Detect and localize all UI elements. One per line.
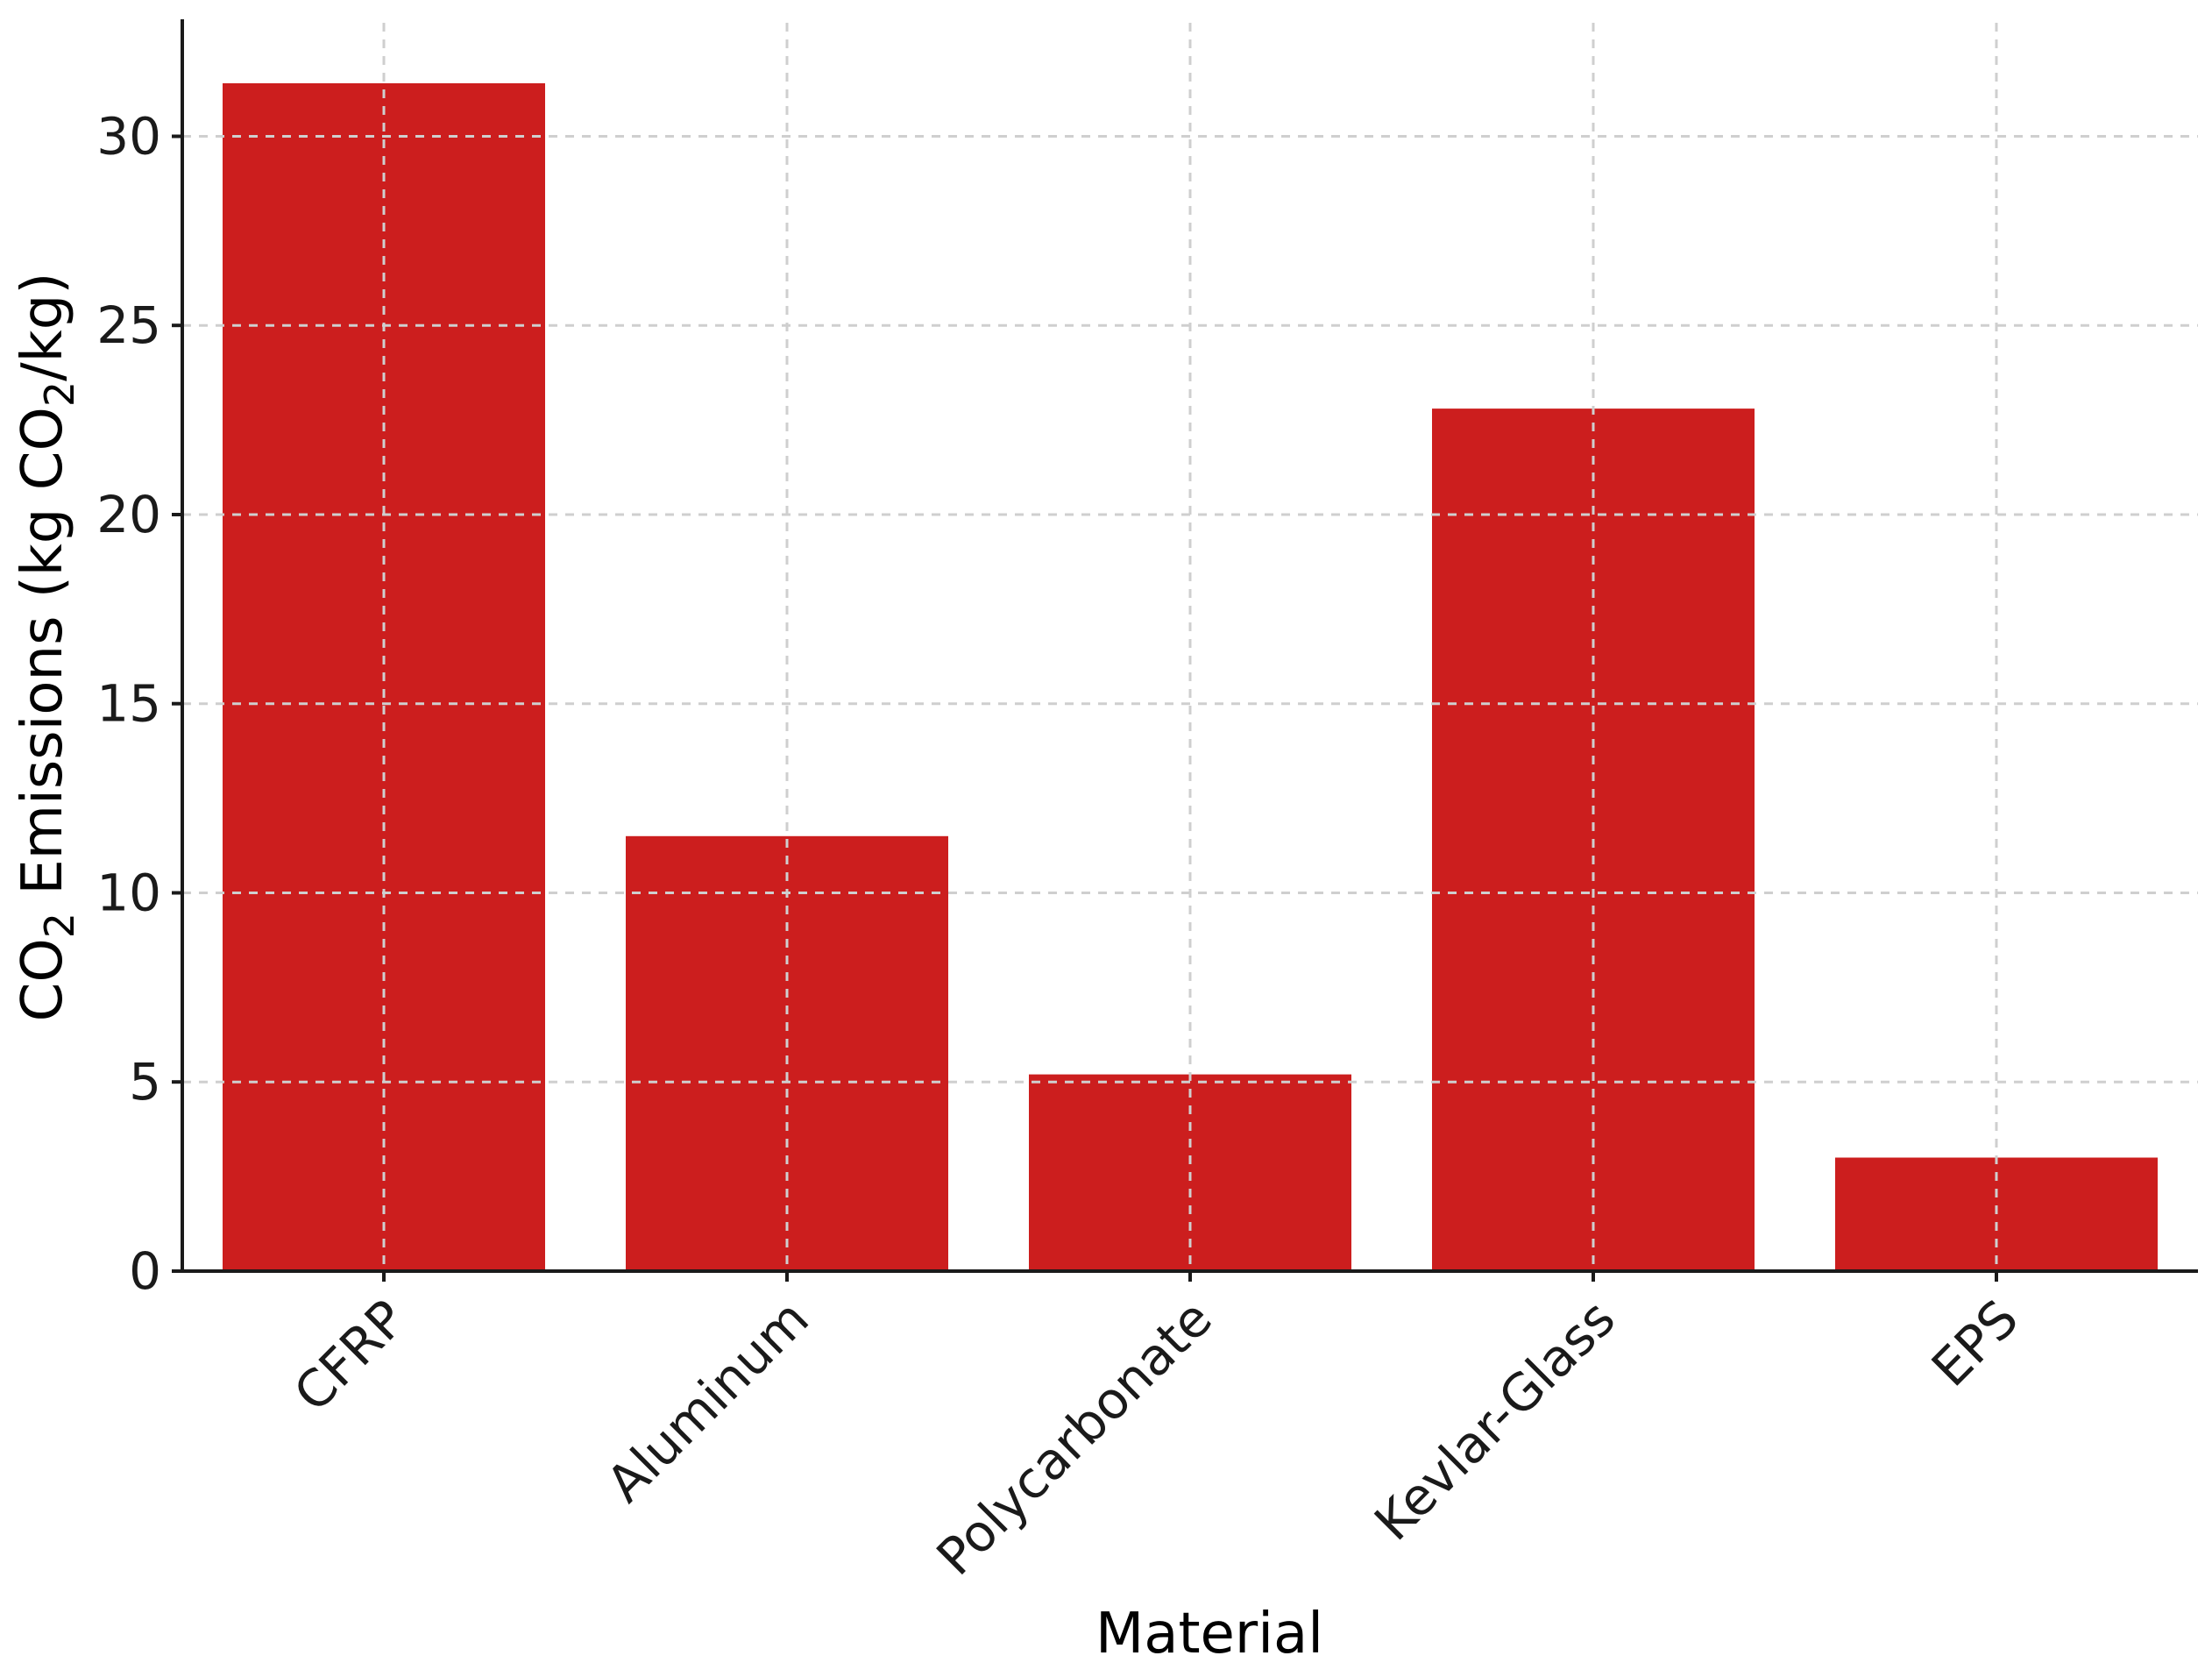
axes [172, 19, 2198, 1282]
x-tick-label: CFRP [282, 1289, 417, 1424]
x-tick-label: EPS [1920, 1289, 2030, 1398]
x-axis-title: Material [1095, 1602, 1323, 1666]
y-tick-label: 20 [96, 485, 161, 544]
x-tick-label: Polycarbonate [925, 1289, 1223, 1587]
y-tick-label: 0 [129, 1241, 161, 1301]
y-axis-title: CO2 Emissions (kg CO2/kg) [11, 273, 83, 1022]
y-axis-title-suffix: /kg) [11, 273, 75, 381]
y-axis-title-subscript-2: 2 [36, 381, 83, 407]
y-tick-label: 15 [96, 674, 161, 734]
y-tick-label: 30 [96, 107, 161, 167]
y-axis-title-subscript-1: 2 [36, 913, 83, 938]
x-tick-label: Aluminum [595, 1289, 820, 1514]
gridlines [182, 23, 2198, 1271]
y-tick-label: 25 [96, 295, 161, 355]
y-tick-label: 5 [129, 1052, 161, 1112]
x-tick-label: Kevlar-Glass [1363, 1289, 1627, 1553]
y-tick-label: 10 [96, 863, 161, 923]
y-axis-title-prefix: CO [11, 938, 75, 1021]
y-axis-title-middle: Emissions (kg CO [11, 407, 75, 913]
